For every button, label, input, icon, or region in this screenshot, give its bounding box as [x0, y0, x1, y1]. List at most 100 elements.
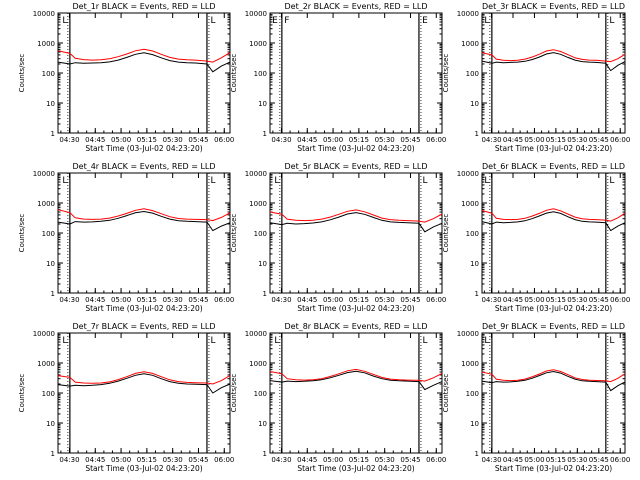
y-tick-label: 10 — [258, 420, 267, 428]
x-tick-label: 05:00 — [111, 456, 131, 464]
x-tick-label: 06:00 — [426, 296, 446, 304]
x-tick-label: 05:45 — [589, 456, 609, 464]
series-line-lld — [69, 208, 208, 221]
y-axis-label: Counts/sec — [18, 214, 26, 253]
detector-panel: Det_7r BLACK = Events, RED = LLD 1 10 100 10… — [18, 322, 234, 473]
x-tick-label: 05:15 — [546, 296, 566, 304]
series-line-events — [481, 221, 493, 225]
y-tick-label: 1000 — [37, 40, 55, 48]
x-tick-label: 05:00 — [111, 296, 131, 304]
x-tick-label: 05:30 — [567, 136, 587, 144]
y-tick-label: 1 — [475, 290, 479, 298]
series-line-events — [57, 221, 70, 225]
y-tick-label: 1000 — [461, 40, 479, 48]
x-tick-label: 04:30 — [59, 136, 79, 144]
segment-flag-label: L — [274, 336, 279, 346]
x-tick-label: 05:15 — [137, 456, 157, 464]
series-line-lld — [57, 50, 71, 54]
x-tick-label: 04:45 — [297, 136, 317, 144]
y-tick-label: 1 — [263, 130, 267, 138]
y-tick-label: 1 — [51, 290, 55, 298]
panel-title: Det_1r BLACK = Events, RED = LLD — [72, 2, 215, 11]
y-tick-label: 1000 — [461, 360, 479, 368]
series-line-events — [491, 52, 606, 64]
y-tick-label: 1000 — [37, 200, 55, 208]
series-line-lld — [605, 373, 626, 383]
x-tick-label: 05:30 — [567, 296, 587, 304]
detector-panel: Det_8r BLACK = Events, RED = LLD 1 10 100 10… — [230, 322, 446, 473]
x-tick-label: 05:00 — [323, 456, 343, 464]
x-tick-label: 06:00 — [610, 456, 630, 464]
x-tick-label: 04:30 — [59, 456, 79, 464]
series-line-events — [269, 222, 282, 226]
series-line-events — [605, 61, 626, 72]
x-axis-label: Start Time (03-Jul-02 04:23:20) — [85, 304, 202, 313]
series-line-events — [418, 381, 443, 391]
y-tick-label: 10 — [258, 260, 267, 268]
detector-panel: Det_9r BLACK = Events, RED = LLD 1 10 100 10… — [442, 322, 630, 473]
x-tick-label: 04:45 — [297, 456, 317, 464]
x-tick-label: 04:30 — [481, 456, 501, 464]
x-tick-label: 05:30 — [163, 456, 183, 464]
y-tick-label: 1 — [263, 290, 267, 298]
series-line-lld — [281, 368, 420, 381]
x-tick-label: 05:00 — [111, 136, 131, 144]
y-tick-label: 10000 — [245, 170, 267, 178]
y-tick-label: 100 — [42, 230, 55, 238]
series-line-events — [605, 222, 626, 232]
x-axis-label: Start Time (03-Jul-02 04:23:20) — [297, 464, 414, 473]
series-line-lld — [69, 48, 208, 62]
x-tick-label: 04:45 — [85, 456, 105, 464]
x-axis-label: Start Time (03-Jul-02 04:23:20) — [495, 464, 612, 473]
series-line-events — [69, 52, 208, 65]
y-axis-label: Counts/sec — [230, 374, 238, 413]
x-axis-label: Start Time (03-Jul-02 04:23:20) — [495, 144, 612, 153]
x-tick-label: 05:00 — [323, 136, 343, 144]
x-tick-label: 05:00 — [524, 456, 544, 464]
x-tick-label: 05:30 — [163, 296, 183, 304]
panel-title: Det_5r BLACK = Events, RED = LLD — [284, 162, 427, 171]
x-tick-label: 05:15 — [137, 136, 157, 144]
series-line-lld — [281, 209, 420, 222]
x-tick-label: 04:45 — [503, 296, 523, 304]
y-tick-label: 10000 — [457, 330, 479, 338]
series-line-lld — [418, 372, 443, 382]
series-line-lld — [269, 371, 282, 375]
x-tick-label: 04:45 — [503, 456, 523, 464]
series-line-events — [418, 222, 443, 233]
series-line-lld — [57, 375, 70, 378]
x-tick-label: 05:15 — [137, 296, 157, 304]
y-axis-label: Counts/sec — [18, 374, 26, 413]
x-axis-label: Start Time (03-Jul-02 04:23:20) — [85, 464, 202, 473]
detector-panel: Det_6r BLACK = Events, RED = LLD 1 10 100 10… — [442, 162, 630, 313]
panel-title: Det_4r BLACK = Events, RED = LLD — [72, 162, 215, 171]
x-tick-label: 05:00 — [524, 136, 544, 144]
y-tick-label: 100 — [466, 230, 479, 238]
series-line-events — [491, 211, 606, 225]
x-axis-label: Start Time (03-Jul-02 04:23:20) — [297, 304, 414, 313]
y-tick-label: 1000 — [249, 40, 267, 48]
x-tick-label: 04:30 — [271, 456, 291, 464]
y-tick-label: 100 — [466, 70, 479, 78]
y-tick-label: 10 — [470, 100, 479, 108]
y-tick-label: 10 — [46, 260, 55, 268]
segment-flag-label: L — [609, 176, 614, 186]
detector-panel: Det_5r BLACK = Events, RED = LLD 1 10 100 10… — [230, 162, 446, 313]
y-tick-label: 10 — [46, 420, 55, 428]
series-line-events — [281, 212, 420, 226]
y-tick-label: 1 — [51, 450, 55, 458]
x-tick-label: 06:00 — [610, 136, 630, 144]
series-line-lld — [491, 208, 606, 221]
series-line-events — [69, 210, 208, 225]
panel-title: Det_8r BLACK = Events, RED = LLD — [284, 322, 427, 331]
segment-flag-label: L — [210, 336, 215, 346]
detector-panel: Det_2r BLACK = Events, RED = LLD 1 10 100 10… — [230, 2, 446, 153]
x-tick-label: 05:45 — [400, 296, 420, 304]
y-axis-label: Counts/sec — [230, 214, 238, 253]
segment-flag-label: L — [62, 336, 67, 346]
y-tick-label: 1000 — [249, 360, 267, 368]
segment-flag-label: L — [62, 176, 67, 186]
series-line-events — [69, 373, 208, 387]
segment-flag-label: E — [272, 16, 278, 26]
